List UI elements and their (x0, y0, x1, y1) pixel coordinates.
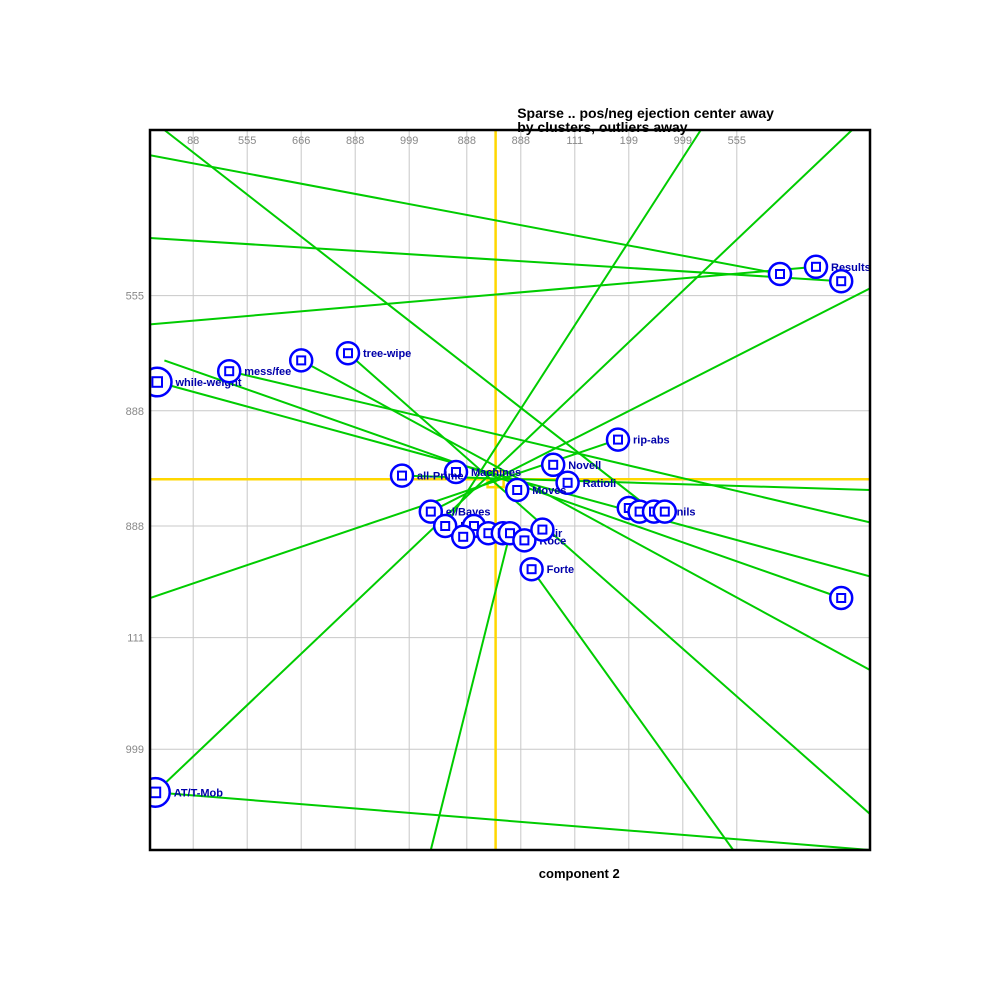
svg-text:666: 666 (292, 135, 310, 147)
svg-text:Ratioli: Ratioli (583, 478, 617, 490)
svg-text:888: 888 (512, 135, 530, 147)
svg-text:Novell: Novell (568, 460, 601, 472)
svg-text:AT/T-Mob: AT/T-Mob (174, 787, 224, 799)
svg-text:component 2: component 2 (539, 866, 620, 881)
svg-text:tree-wipe: tree-wipe (363, 348, 411, 360)
svg-text:555: 555 (728, 135, 746, 147)
svg-text:mess/fee: mess/fee (244, 366, 291, 378)
svg-text:999: 999 (674, 135, 692, 147)
svg-text:88: 88 (187, 135, 199, 147)
svg-text:888: 888 (126, 406, 144, 418)
svg-text:888: 888 (458, 135, 476, 147)
scatter-plot: 88 555 666 888 999 888 888 111 199 999 555 555 888 88… (0, 0, 1000, 1000)
svg-text:111: 111 (566, 135, 583, 147)
svg-text:Forte: Forte (547, 564, 575, 576)
svg-text:rip-abs: rip-abs (633, 435, 670, 447)
svg-text:999: 999 (400, 135, 418, 147)
svg-text:Moves: Moves (532, 485, 566, 497)
svg-text:999: 999 (126, 744, 144, 756)
svg-text:all-Prime: all-Prime (417, 471, 463, 483)
svg-text:Machines: Machines (471, 467, 521, 479)
svg-text:888: 888 (126, 521, 144, 533)
svg-text:111: 111 (127, 633, 144, 645)
svg-text:199: 199 (620, 135, 638, 147)
svg-text:555: 555 (126, 291, 144, 303)
svg-text:555: 555 (238, 135, 256, 147)
svg-text:by clusters, outliers away: by clusters, outliers away (517, 119, 688, 135)
svg-text:888: 888 (346, 135, 364, 147)
